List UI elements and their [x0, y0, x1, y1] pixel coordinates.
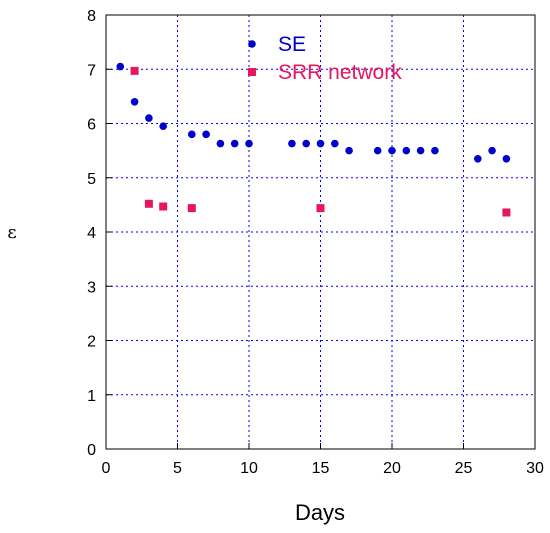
se-point [302, 139, 311, 148]
legend: SE SRR network [248, 33, 402, 84]
se-point [474, 154, 482, 163]
se-point [331, 139, 339, 148]
y-tick-label: 0 [87, 442, 96, 459]
se-point [188, 130, 196, 139]
x-tick-label: 25 [455, 460, 473, 477]
x-tick-label: 0 [102, 460, 111, 477]
se-point [488, 146, 496, 155]
legend-label: SE [278, 33, 306, 56]
data-points [116, 62, 511, 217]
x-tick-label: 30 [526, 460, 544, 477]
se-point [502, 154, 511, 163]
se-point [116, 62, 125, 71]
y-tick-label: 4 [87, 225, 96, 242]
se-point [159, 122, 167, 131]
srr-network-point [316, 204, 325, 213]
legend-marker-se [248, 40, 256, 48]
se-point [402, 146, 411, 155]
srr-network-point [144, 199, 153, 208]
y-tick-label: 5 [87, 171, 96, 188]
x-tick-label: 10 [240, 460, 258, 477]
y-tick-label: 7 [87, 62, 96, 79]
se-point [288, 139, 296, 148]
x-tick-label: 15 [312, 460, 330, 477]
se-point [130, 98, 139, 106]
legend-label: SRR network [278, 61, 402, 84]
se-point [388, 146, 396, 155]
se-point [230, 139, 239, 148]
legend-marker-srr-network [248, 68, 256, 76]
se-point [316, 139, 325, 148]
se-point [216, 139, 225, 148]
y-tick-label: 2 [87, 334, 96, 351]
se-point [245, 139, 253, 148]
y-axis-label: ε [7, 222, 16, 243]
srr-network-point [159, 202, 168, 211]
grid-lines [106, 15, 535, 449]
y-tick-label: 1 [87, 388, 96, 405]
srr-network-point [187, 204, 196, 213]
y-tick-label: 8 [87, 8, 96, 25]
srr-network-point [130, 66, 139, 75]
se-point [373, 146, 382, 155]
x-tick-label: 5 [173, 460, 182, 477]
axis-ticks: 0 5 10 15 20 25 30 0 1 2 3 4 5 6 7 8 [87, 8, 544, 477]
se-point [345, 146, 353, 155]
y-tick-label: 3 [87, 279, 96, 296]
se-point [145, 114, 153, 122]
srr-network-point [502, 208, 511, 217]
se-point [431, 146, 439, 155]
x-axis-label: Days [295, 500, 345, 525]
x-tick-label: 20 [383, 460, 401, 477]
se-point [416, 146, 425, 155]
se-point [202, 130, 210, 139]
y-tick-label: 6 [87, 117, 96, 134]
